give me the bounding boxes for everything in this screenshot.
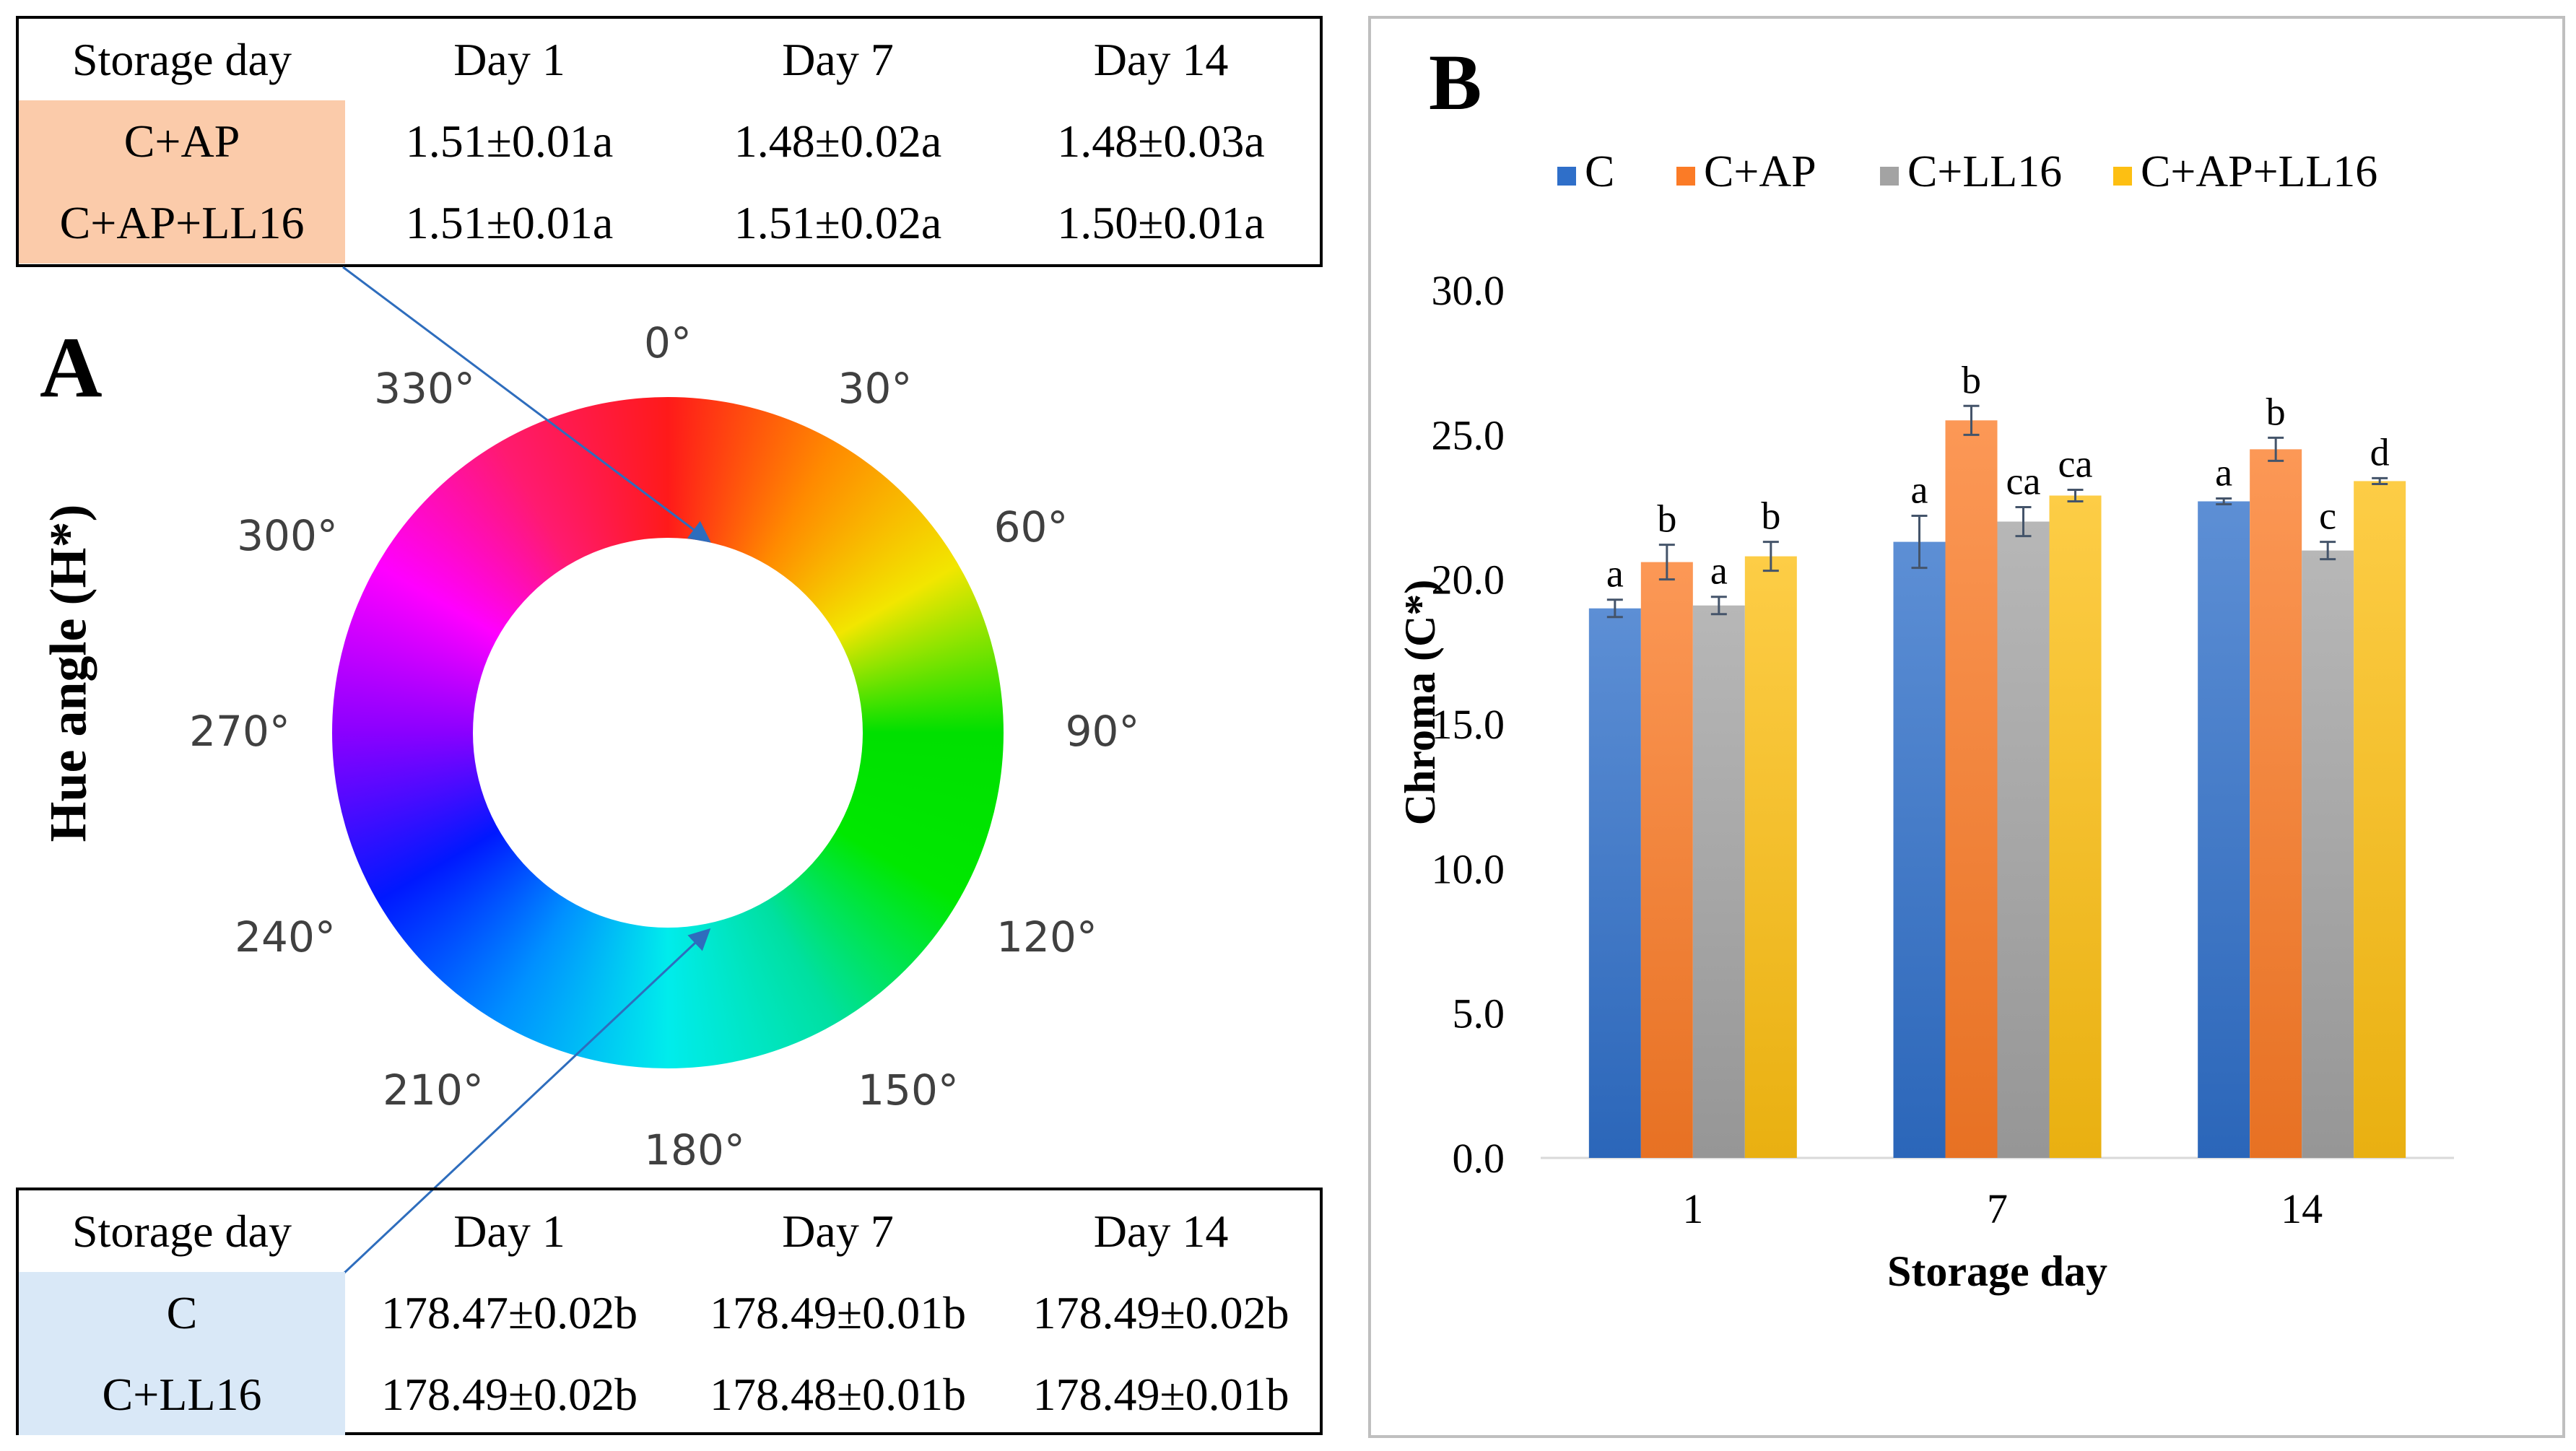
y-tick-label-1: 5.0: [1453, 990, 1505, 1037]
panel-b-chart-frame: B C C+AP C+LL16 C+AP+LL16 0.0 5.0 10.0 15.0 20.0 2…: [1368, 16, 2565, 1438]
bar-c-day14: [2198, 501, 2250, 1158]
top-table-header-storage-day: Storage day: [72, 33, 292, 85]
top-hue-table: Storage day Day 1 Day 7 Day 14 C+AP 1.51…: [16, 16, 1323, 267]
top-table-header-day14: Day 14: [1093, 33, 1229, 85]
bar-c-ap-day1: [1640, 562, 1693, 1158]
legend-label-2: C+LL16: [1907, 147, 2062, 196]
top-table-arrow: [342, 266, 711, 543]
bar-c-ap-ll16-day14: [2354, 481, 2406, 1158]
bar-c-ap-day7: [1945, 420, 1998, 1158]
bar-c-ap-ll16-day7: [2049, 495, 2102, 1158]
y-tick-label-0: 0.0: [1453, 1135, 1505, 1182]
degree-label-270: 270°: [189, 707, 290, 756]
y-tick-label-2: 10.0: [1432, 845, 1505, 892]
significance-label-3-1: ca: [2058, 442, 2093, 485]
y-tick-label-6: 30.0: [1432, 267, 1505, 314]
bottom-table-header-day14: Day 14: [1093, 1205, 1229, 1257]
bar-c-day7: [1893, 541, 1946, 1158]
bottom-table-header-day7: Day 7: [782, 1205, 894, 1257]
bottom-table-cell: 178.49±0.02b: [380, 1368, 638, 1420]
significance-label-0-1: a: [1911, 469, 1928, 512]
top-table-header-day1: Day 1: [453, 33, 565, 85]
bar-c-ap-day14: [2250, 449, 2302, 1158]
significance-label-1-1: b: [1962, 358, 1981, 401]
bottom-table-cell: 178.49±0.02b: [1032, 1286, 1289, 1338]
significance-label-0-0: a: [1606, 552, 1624, 596]
significance-label-2-1: ca: [2006, 460, 2041, 503]
bottom-table-header-storage-day: Storage day: [72, 1205, 292, 1257]
x-tick-label-2: 14: [2281, 1185, 2323, 1232]
top-table-cell: 1.50±0.01a: [1057, 196, 1265, 248]
bottom-table-header-day1: Day 1: [453, 1205, 565, 1257]
degree-label-240: 240°: [235, 912, 336, 962]
top-table-cell: 1.51±0.01a: [405, 196, 614, 248]
bar-c-ll16-day14: [2302, 550, 2354, 1158]
bottom-table-row-label: C+LL16: [19, 1354, 345, 1435]
degree-label-210: 210°: [383, 1066, 484, 1115]
top-table-cell: 1.48±0.03a: [1057, 115, 1265, 167]
y-tick-label-5: 25.0: [1432, 411, 1505, 458]
panel-a-letter: A: [40, 319, 103, 415]
legend-swatch-1: [1676, 167, 1695, 186]
top-table-row-label: C+AP+LL16: [19, 182, 345, 263]
degree-label-150: 150°: [858, 1066, 959, 1115]
y-axis-title: Chroma (C*): [1396, 580, 1444, 826]
bar-c-day1: [1588, 608, 1641, 1158]
bar-c-ll16-day7: [1997, 521, 2050, 1158]
x-tick-label-1: 7: [1987, 1185, 2008, 1232]
bottom-table-row-c-ll16: C+LL16 178.49±0.02b 178.48±0.01b 178.49±…: [19, 1354, 1320, 1435]
legend-label-0: C: [1585, 147, 1614, 196]
bottom-table-row-label: C: [19, 1272, 345, 1354]
bottom-table-cell: 178.47±0.02b: [380, 1286, 638, 1338]
degree-label-120: 120°: [996, 912, 1097, 962]
top-table-row-label: C+AP: [19, 100, 345, 182]
bar-c-ap-ll16-day1: [1744, 556, 1797, 1158]
significance-label-2-2: c: [2319, 494, 2336, 538]
degree-label-0: 0°: [644, 318, 692, 367]
legend-swatch-3: [2113, 167, 2132, 186]
degree-label-330: 330°: [374, 364, 475, 413]
significance-label-3-2: d: [2370, 430, 2390, 474]
top-table-cell: 1.51±0.02a: [734, 196, 942, 248]
significance-label-2-0: a: [1710, 549, 1728, 593]
legend-label-3: C+AP+LL16: [2141, 147, 2377, 196]
top-table-cell: 1.51±0.01a: [405, 115, 614, 167]
bottom-table-cell: 178.49±0.01b: [1032, 1368, 1289, 1420]
top-table-row-c-ap: C+AP 1.51±0.01a 1.48±0.02a 1.48±0.03a: [19, 100, 1320, 182]
y-tick-label-4: 20.0: [1432, 557, 1505, 604]
significance-label-1-0: b: [1657, 497, 1676, 541]
hue-wheel-center: [473, 538, 863, 928]
top-table-header-row: Storage day Day 1 Day 7 Day 14: [19, 19, 1320, 100]
top-table-row-c-ap-ll16: C+AP+LL16 1.51±0.01a 1.51±0.02a 1.50±0.0…: [19, 182, 1320, 263]
bottom-table-arrow: [341, 928, 711, 1276]
legend-swatch-2: [1880, 167, 1899, 186]
significance-label-0-2: a: [2215, 450, 2232, 494]
chroma-bar-chart: B C C+AP C+LL16 C+AP+LL16 0.0 5.0 10.0 15.0 20.0 2…: [1396, 38, 2454, 1295]
legend-swatch-0: [1557, 167, 1576, 186]
degree-label-60: 60°: [993, 502, 1069, 552]
bottom-hue-table: Storage day Day 1 Day 7 Day 14 C 178.47±…: [16, 1188, 1323, 1435]
panel-b-letter: B: [1429, 38, 1481, 126]
significance-label-1-2: b: [2266, 390, 2286, 433]
top-table-cell: 1.48±0.02a: [734, 115, 942, 167]
x-axis-title: Storage day: [1887, 1247, 2107, 1295]
y-tick-label-3: 15.0: [1432, 701, 1505, 748]
bottom-table-header-row: Storage day Day 1 Day 7 Day 14: [19, 1190, 1320, 1272]
bottom-table-cell: 178.48±0.01b: [709, 1368, 967, 1420]
significance-label-3-0: b: [1761, 494, 1780, 538]
degree-label-300: 300°: [237, 511, 338, 560]
bar-c-ll16-day1: [1692, 605, 1745, 1158]
wheel-connector-arrows: [341, 266, 711, 1276]
bottom-table-cell: 178.49±0.01b: [709, 1286, 967, 1338]
top-table-header-day7: Day 7: [782, 33, 894, 85]
bottom-table-row-c: C 178.47±0.02b 178.49±0.01b 178.49±0.02b: [19, 1272, 1320, 1354]
degree-label-180: 180°: [644, 1125, 745, 1175]
legend-label-1: C+AP: [1704, 147, 1816, 196]
degree-label-30: 30°: [837, 364, 913, 413]
degree-label-90: 90°: [1065, 707, 1140, 756]
x-tick-label-0: 1: [1682, 1185, 1703, 1232]
